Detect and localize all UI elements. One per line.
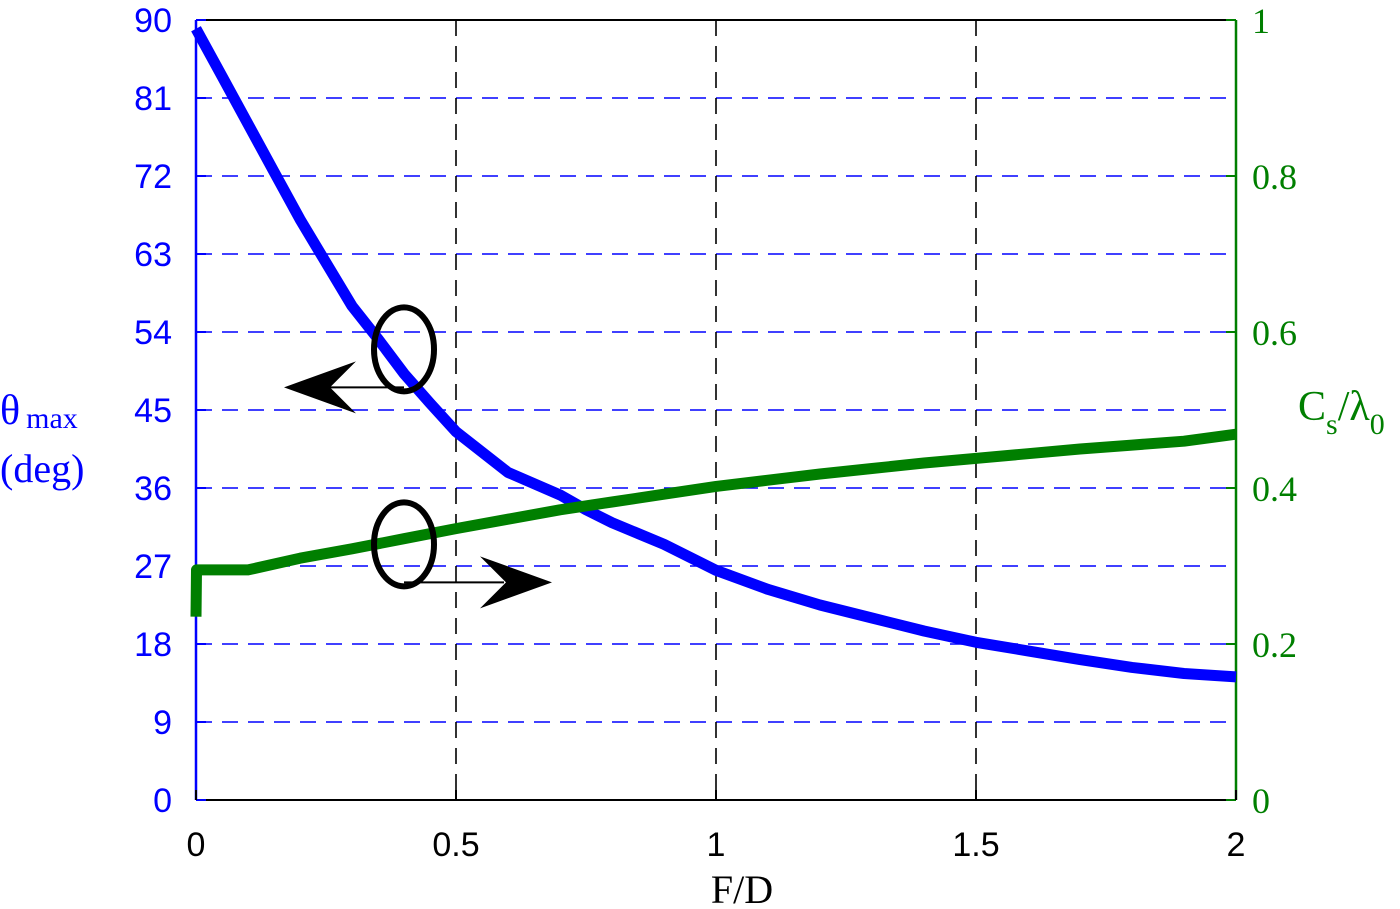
annotation-arrow-head-left-0 <box>284 361 356 414</box>
y-left-unit-label: (deg) <box>0 446 84 491</box>
series-layer <box>190 26 1237 683</box>
annotations <box>284 304 552 609</box>
x-axis-label: F/D <box>711 867 773 909</box>
y-left-tick-label-10: 90 <box>134 2 172 40</box>
y-left-tick-label-3: 27 <box>134 548 172 586</box>
y-right-tick-label-5: 1 <box>1252 1 1270 41</box>
y-left-tick-label-0: 0 <box>153 782 172 820</box>
annotation-circle-0 <box>371 304 437 395</box>
y-left-tick-label-5: 45 <box>134 392 172 430</box>
y-right-tick-label-2: 0.4 <box>1252 469 1297 509</box>
y-right-label-sub1: s <box>1326 408 1338 441</box>
y-right-tick-label-4: 0.8 <box>1252 157 1297 197</box>
y-left-tick-label-6: 54 <box>134 314 172 352</box>
tick-labels: 0 9 18 27 36 45 54 63 72 81 90 0 0.2 0.4 0.6 0.8 1 0 0.5 1 1… <box>134 1 1297 864</box>
y-right-tick-label-3: 0.6 <box>1252 313 1297 353</box>
y-left-tick-label-8: 72 <box>134 158 172 196</box>
y-left-tick-label-4: 36 <box>134 470 172 508</box>
series-line-1-right <box>190 428 1237 617</box>
axes <box>194 19 1238 801</box>
y-right-tick-label-1: 0.2 <box>1252 625 1297 665</box>
y-right-tick-label-0: 0 <box>1252 781 1270 821</box>
x-tick-label-1: 0.5 <box>432 826 479 864</box>
y-left-tick-label-7: 63 <box>134 236 172 274</box>
y-left-axis-label: θ max <box>0 388 78 435</box>
y-left-label-sub: max <box>26 402 78 435</box>
y-right-label-sub2: 0 <box>1370 408 1385 441</box>
y-left-label-main: θ <box>0 388 20 434</box>
x-tick-label-4: 2 <box>1227 826 1246 864</box>
annotation-circle-1 <box>371 499 437 590</box>
x-tick-label-0: 0 <box>187 826 206 864</box>
annotation-arrow-head-right-1 <box>480 556 552 609</box>
y-right-axis-label: Cs/λ0 <box>1298 384 1385 441</box>
y-right-label-main: C <box>1298 384 1326 430</box>
y-left-tick-label-9: 81 <box>134 80 172 118</box>
y-right-label-slash: /λ <box>1338 384 1371 430</box>
x-tick-label-3: 1.5 <box>952 826 999 864</box>
y-left-tick-label-2: 18 <box>134 626 172 664</box>
y-left-tick-label-1: 9 <box>153 704 172 742</box>
x-tick-label-2: 1 <box>707 826 726 864</box>
